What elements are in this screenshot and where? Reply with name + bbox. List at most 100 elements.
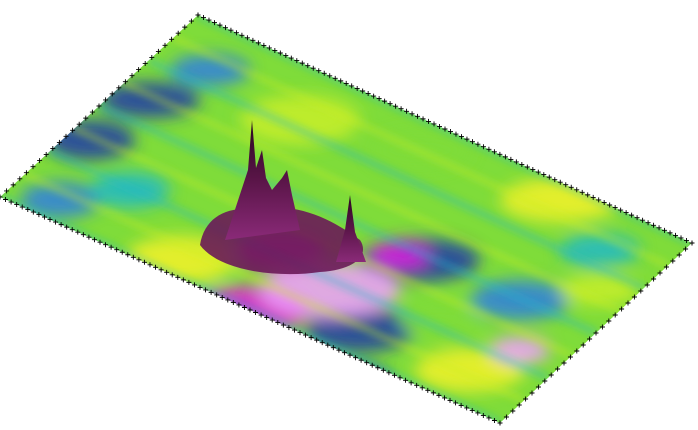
tick-mark [430,390,436,396]
tick-mark [447,129,453,135]
tick-mark [380,367,386,373]
tick-mark [244,35,250,41]
tick-mark [486,146,492,152]
tick-mark [491,417,497,423]
tick-mark [548,372,554,378]
tick-mark [574,348,580,354]
tick-mark [53,219,59,225]
tick-mark [147,262,153,268]
tick-mark [651,276,657,282]
tick-mark [360,88,366,94]
tick-mark [415,113,421,119]
tick-mark [319,340,325,346]
tick-mark [618,207,624,213]
tick-mark [391,372,397,378]
tick-mark [164,269,170,275]
tick-mark [69,227,75,233]
tick-mark [162,42,168,48]
ridge-line [122,80,622,313]
tick-mark [17,176,23,182]
tick-mark [593,330,599,336]
tick-mark [56,139,62,145]
tick-mark [10,182,16,188]
tick-mark [211,20,217,26]
ridge-line [147,58,646,291]
tick-mark [103,97,109,103]
color-blob [240,95,360,145]
tick-mark [109,91,115,97]
tick-mark [567,354,573,360]
tick-mark [673,232,679,238]
tick-mark [3,197,9,203]
tick-mark [114,247,120,253]
tick-mark [255,40,261,46]
tick-mark [546,174,552,180]
tick-mark [663,264,669,270]
tick-mark [129,73,135,79]
tick-mark [426,118,432,124]
tick-mark [330,345,336,351]
tick-mark [480,412,486,418]
tick-mark [612,205,618,211]
tick-mark [475,141,481,147]
tick-mark [469,407,475,413]
tick-mark [397,375,403,381]
tick-mark [180,277,186,283]
tick-mark [502,154,508,160]
tick-mark [269,317,275,323]
tick-mark [561,360,567,366]
tick-mark [258,312,264,318]
tick-mark [314,337,320,343]
tick-mark [316,68,322,74]
axis-tick-marks [0,12,695,426]
tick-mark [225,297,231,303]
tick-mark [458,134,464,140]
tick-mark [96,103,102,109]
tick-mark [47,217,53,223]
color-blob [20,182,100,218]
tick-mark [508,156,514,162]
tick-mark [222,25,228,31]
tick-mark [469,139,475,145]
tick-mark [169,36,175,42]
color-blob [560,234,640,266]
tick-mark [541,172,547,178]
tick-mark [253,310,259,316]
peak-main [225,120,300,240]
tick-mark [403,377,409,383]
tick-mark [574,187,580,193]
tick-mark [497,420,503,426]
tick-mark [590,194,596,200]
tick-mark [239,32,245,38]
tick-mark [0,194,3,200]
tick-mark [97,239,103,245]
ridge-line [172,35,670,268]
tick-mark [376,96,382,102]
tick-mark [354,85,360,91]
tick-mark [149,54,155,60]
tick-mark [303,332,309,338]
tick-mark [341,350,347,356]
tick-mark [535,384,541,390]
tick-mark [214,292,220,298]
tick-mark [305,63,311,69]
tick-mark [619,306,625,312]
tick-mark [64,224,70,230]
tick-mark [437,123,443,129]
tick-mark [347,352,353,358]
tick-mark [382,98,388,104]
tick-mark [247,307,253,313]
tick-mark [275,320,281,326]
tick-mark [206,17,212,23]
tick-mark [70,127,76,133]
tick-mark [475,410,481,416]
tick-mark [41,214,47,220]
tick-mark [83,115,89,121]
tick-mark [75,229,81,235]
tick-mark [14,202,20,208]
tick-mark [175,30,181,36]
tick-mark [321,70,327,76]
tick-mark [447,397,453,403]
tick-mark [261,42,267,48]
tick-mark [629,212,635,218]
